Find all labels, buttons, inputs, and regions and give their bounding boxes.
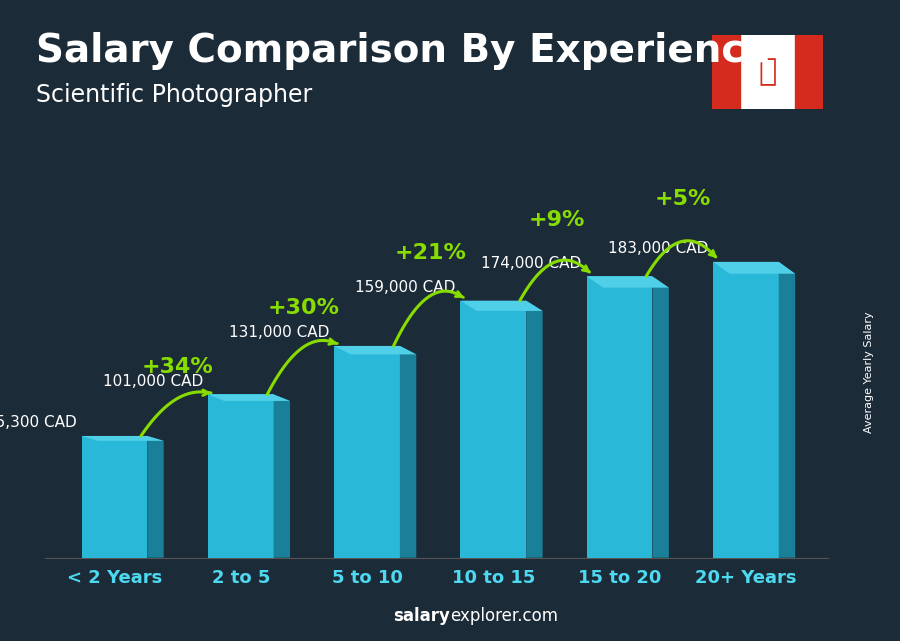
Polygon shape bbox=[208, 394, 290, 401]
Polygon shape bbox=[208, 394, 274, 558]
Polygon shape bbox=[82, 436, 148, 558]
Text: 75,300 CAD: 75,300 CAD bbox=[0, 415, 76, 430]
Polygon shape bbox=[461, 301, 543, 311]
Polygon shape bbox=[587, 276, 669, 288]
Polygon shape bbox=[400, 346, 417, 558]
Text: 174,000 CAD: 174,000 CAD bbox=[482, 256, 581, 271]
Polygon shape bbox=[334, 346, 400, 558]
Bar bbox=[712, 35, 740, 109]
Text: +34%: +34% bbox=[141, 356, 213, 377]
Text: Scientific Photographer: Scientific Photographer bbox=[36, 83, 312, 107]
Text: 183,000 CAD: 183,000 CAD bbox=[608, 241, 708, 256]
Text: 🍁: 🍁 bbox=[758, 58, 777, 87]
Polygon shape bbox=[274, 394, 290, 558]
Text: 131,000 CAD: 131,000 CAD bbox=[229, 325, 329, 340]
Text: salary: salary bbox=[393, 607, 450, 625]
Text: explorer.com: explorer.com bbox=[450, 607, 558, 625]
Polygon shape bbox=[778, 262, 796, 558]
Text: 159,000 CAD: 159,000 CAD bbox=[356, 280, 455, 295]
Text: +30%: +30% bbox=[268, 299, 340, 319]
Text: Salary Comparison By Experience: Salary Comparison By Experience bbox=[36, 32, 770, 70]
Polygon shape bbox=[334, 346, 417, 354]
Polygon shape bbox=[82, 436, 164, 441]
Bar bbox=[795, 35, 823, 109]
Polygon shape bbox=[461, 301, 526, 558]
Polygon shape bbox=[148, 436, 164, 558]
Polygon shape bbox=[713, 262, 778, 558]
Polygon shape bbox=[526, 301, 543, 558]
Polygon shape bbox=[713, 262, 796, 274]
FancyBboxPatch shape bbox=[710, 33, 824, 111]
Polygon shape bbox=[587, 276, 652, 558]
Text: 101,000 CAD: 101,000 CAD bbox=[103, 374, 202, 388]
Text: +5%: +5% bbox=[654, 188, 711, 208]
Text: +21%: +21% bbox=[394, 244, 466, 263]
Polygon shape bbox=[652, 276, 669, 558]
Text: +9%: +9% bbox=[528, 210, 585, 229]
Text: Average Yearly Salary: Average Yearly Salary bbox=[863, 311, 874, 433]
